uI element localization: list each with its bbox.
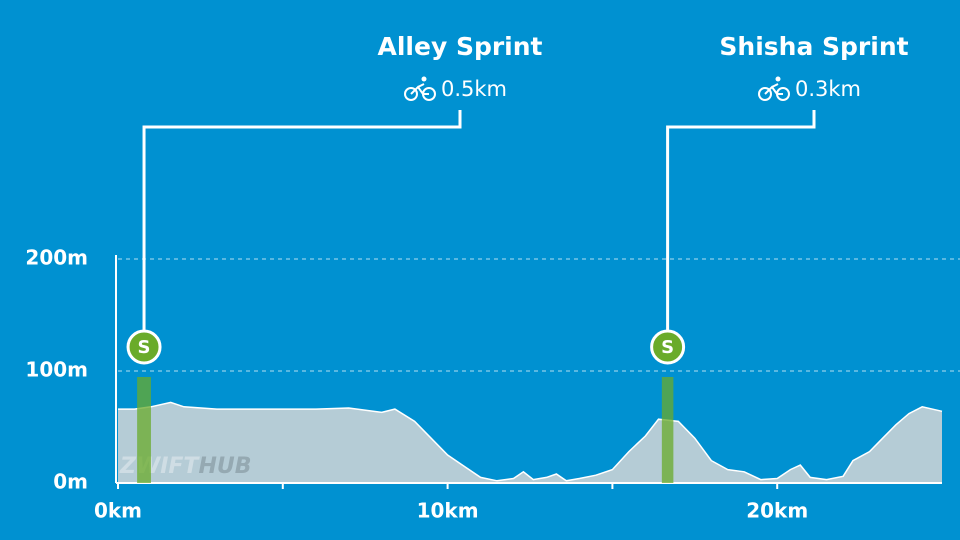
segment-badge-label: S (138, 337, 151, 358)
segment-badge (650, 329, 686, 365)
x-tick-label: 0km (94, 499, 142, 523)
bike-frame (764, 83, 783, 95)
leader-line (666, 110, 816, 332)
bike-rider-head (775, 76, 781, 82)
segment-length: 0.3km (795, 77, 861, 101)
bike-wheel (404, 87, 418, 101)
segment-length: 0.5km (441, 77, 507, 101)
bike-icon (404, 76, 436, 101)
y-tick-label: 0m (53, 470, 88, 494)
elevation-line (118, 401, 943, 482)
segment-name: Alley Sprint (378, 32, 543, 61)
watermark-part: ZWIFT (119, 454, 200, 479)
bike-rider-head (421, 76, 427, 82)
x-tick-label: 10km (417, 499, 479, 523)
x-tick-label: 20km (746, 499, 808, 523)
y-tick-label: 100m (25, 358, 88, 382)
segment-badge-label: S (661, 337, 674, 358)
bike-wheel (758, 87, 772, 101)
segment-band (137, 377, 151, 483)
bike-frame (410, 83, 429, 95)
elevation-area (118, 402, 942, 483)
segment-band (661, 377, 674, 483)
segment-name: Shisha Sprint (719, 32, 908, 61)
y-tick-label: 200m (25, 246, 88, 270)
bike-icon (758, 76, 790, 101)
leader-line (142, 110, 462, 332)
segment-badge (126, 329, 162, 365)
watermark: ZWIFTHUB (119, 454, 252, 479)
watermark-part: HUB (198, 454, 251, 479)
